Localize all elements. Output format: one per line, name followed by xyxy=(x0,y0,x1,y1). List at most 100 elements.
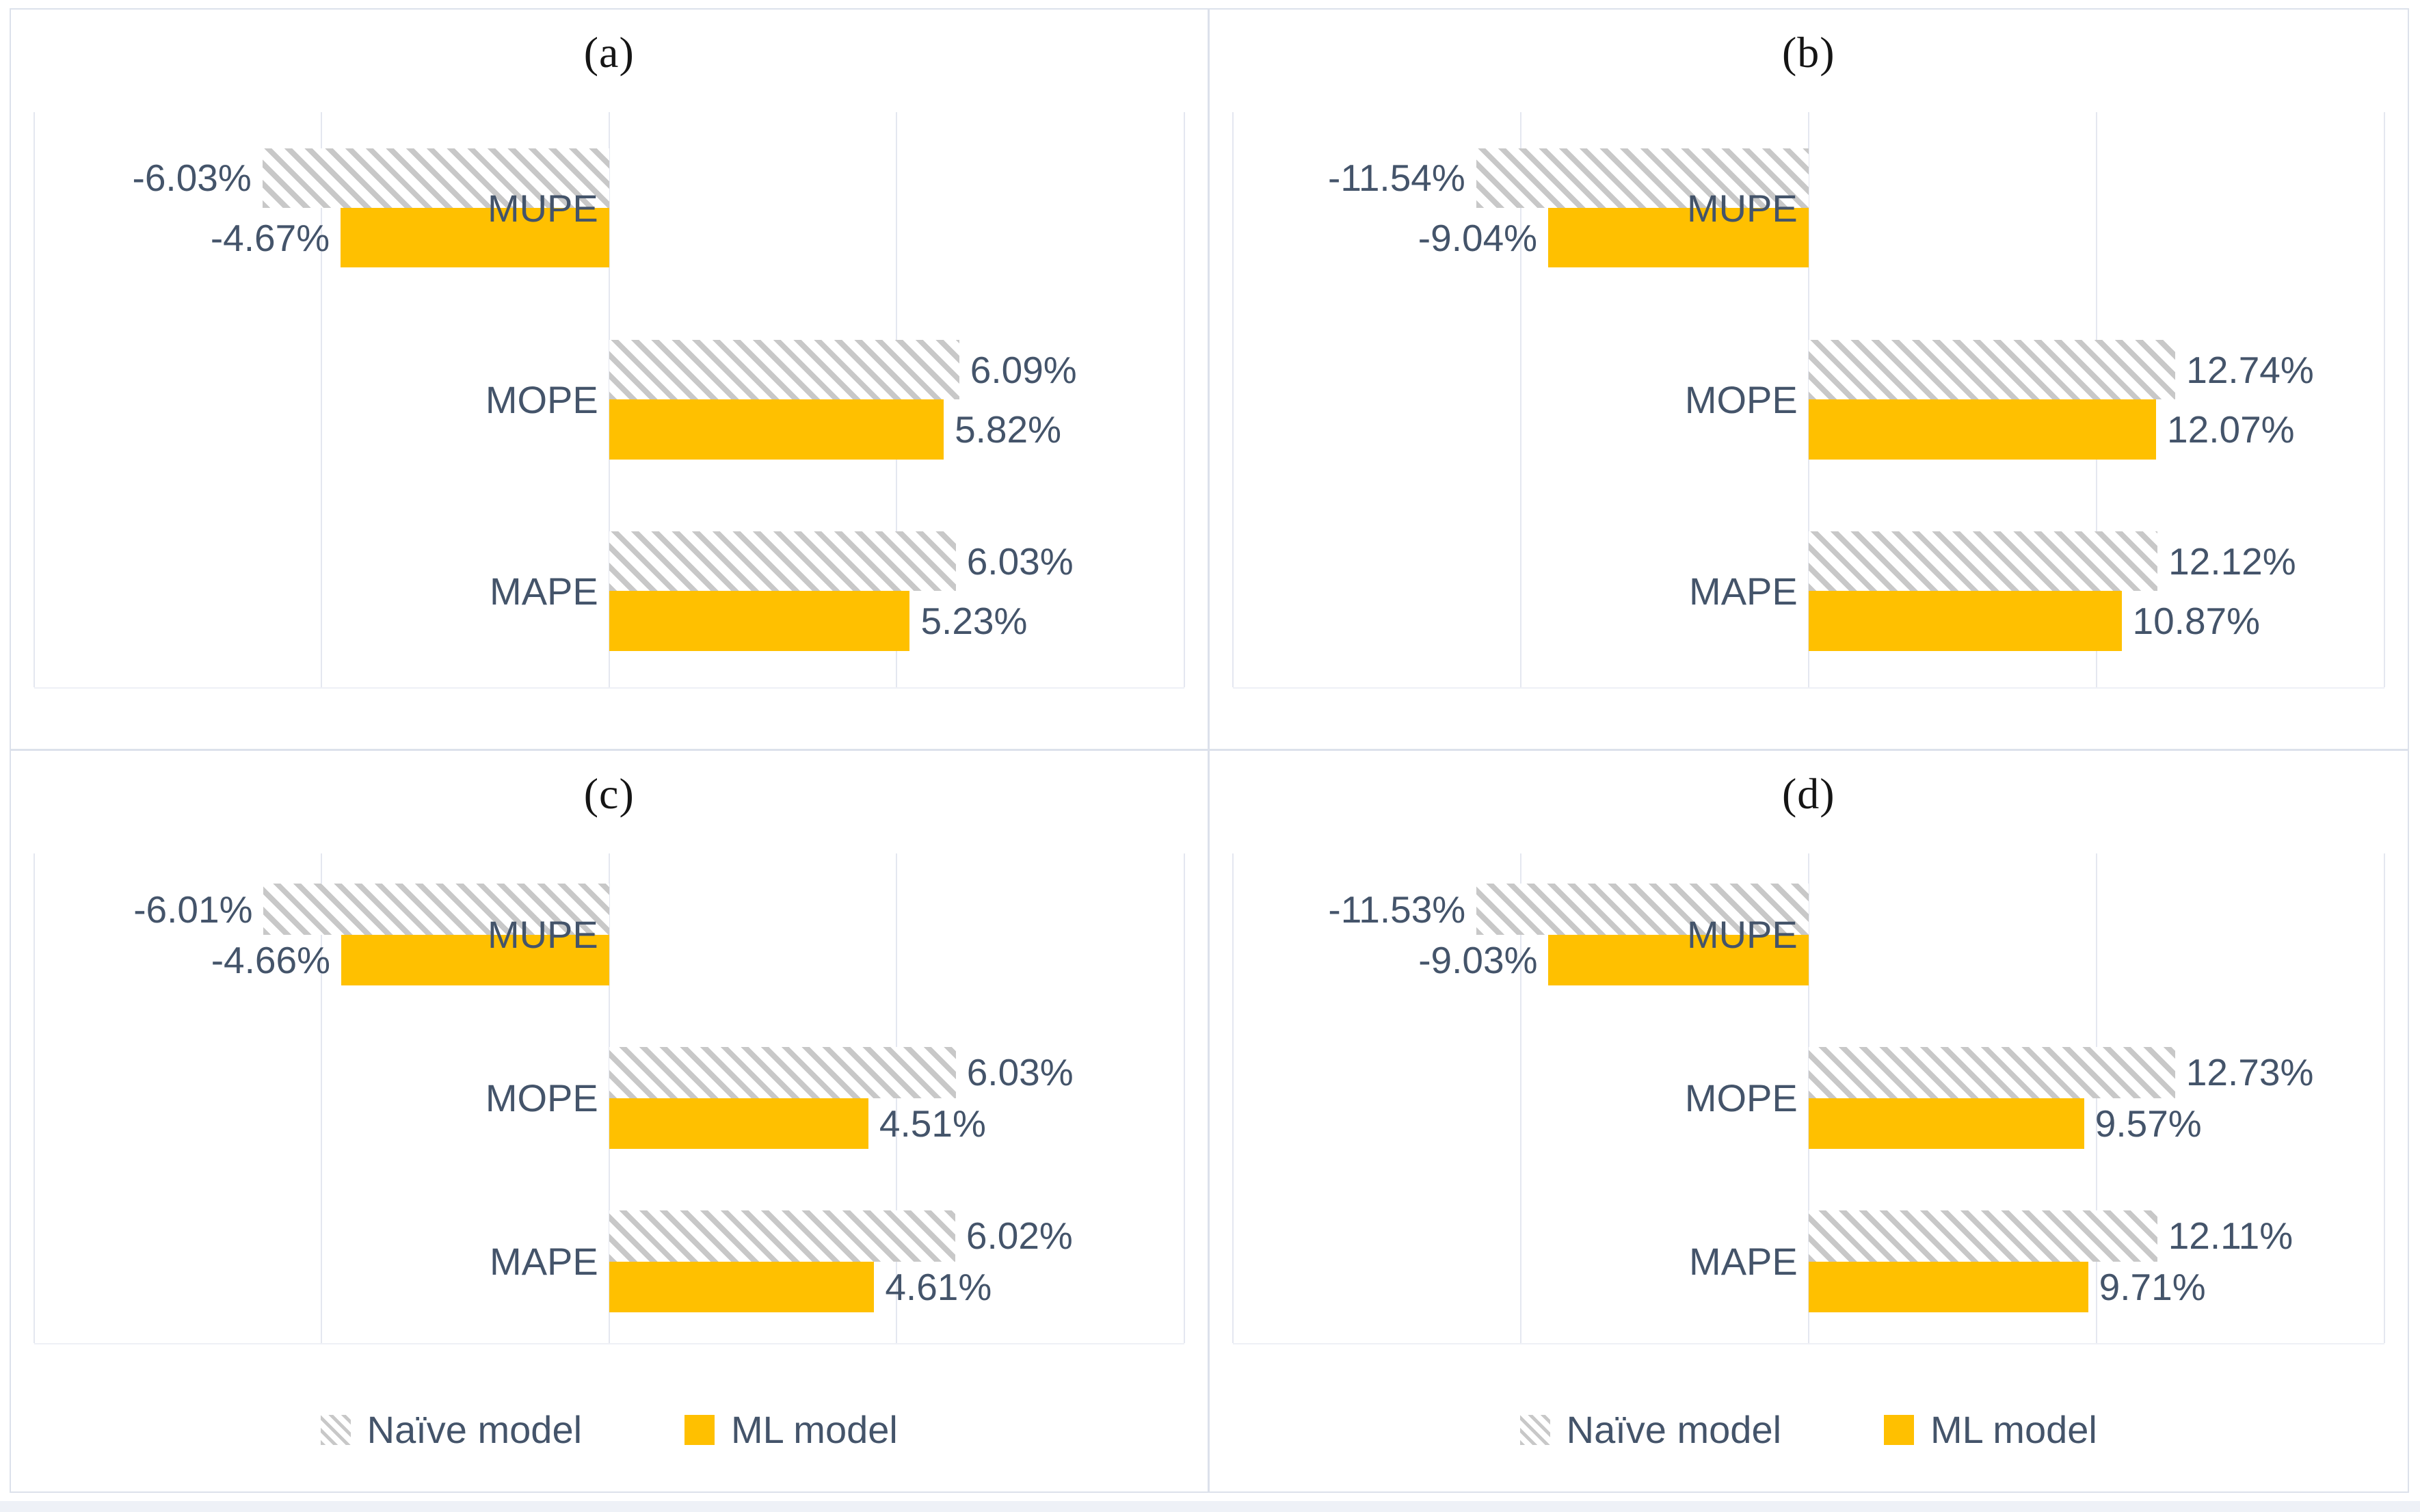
chart-title-d: (d) xyxy=(1781,769,1835,818)
chart-title-a: (a) xyxy=(583,28,635,77)
legend-label-ml: ML model xyxy=(1930,1408,2097,1451)
data-label-ml-mope: 4.51% xyxy=(879,1102,986,1145)
bar-ml-mupe xyxy=(1548,208,1809,268)
ml-model-swatch-icon xyxy=(684,1414,715,1445)
bar-ml-mape xyxy=(609,1261,875,1313)
data-label-ml-mope: 5.82% xyxy=(955,408,1062,451)
bar-naive-mope xyxy=(609,1047,956,1098)
category-label-mope: MOPE xyxy=(1684,377,1798,421)
data-label-naive-mape: 12.12% xyxy=(2168,540,2296,583)
bar-naive-mape xyxy=(609,1210,955,1262)
category-label-mape: MAPE xyxy=(1689,1240,1798,1284)
data-label-naive-mupe: -11.53% xyxy=(1328,888,1466,931)
ml-model-swatch-icon xyxy=(1884,1414,1915,1445)
gridline xyxy=(1519,112,1521,687)
data-label-ml-mupe: -4.67% xyxy=(210,216,330,259)
category-label-mope: MOPE xyxy=(485,1076,598,1120)
data-label-naive-mupe: -6.01% xyxy=(133,888,253,931)
data-label-naive-mope: 12.73% xyxy=(2185,1051,2314,1094)
gridline xyxy=(1232,853,1234,1343)
category-label-mope: MOPE xyxy=(1684,1076,1798,1120)
legend-item-ml: ML model xyxy=(684,1407,898,1452)
panel-c: (c) MUPE -6.01% -4.66% MOPE 6.03% 4.51% MAPE 6.… xyxy=(11,750,1210,1491)
data-label-naive-mope: 12.74% xyxy=(2186,348,2314,391)
gridline xyxy=(2384,853,2385,1343)
gridline xyxy=(1183,112,1185,687)
data-label-ml-mupe: -4.66% xyxy=(211,939,330,982)
category-label-mupe: MUPE xyxy=(1686,913,1798,957)
legend: Naïve model ML model xyxy=(1210,1407,2408,1452)
legend-item-ml: ML model xyxy=(1884,1407,2097,1452)
category-label-mape: MAPE xyxy=(1689,569,1798,613)
data-label-naive-mape: 12.11% xyxy=(2168,1215,2293,1258)
bar-naive-mupe xyxy=(1476,148,1809,209)
data-label-naive-mape: 6.03% xyxy=(966,540,1074,583)
bar-naive-mape xyxy=(609,531,956,592)
data-label-naive-mope: 6.09% xyxy=(970,348,1077,391)
legend-item-naive: Naïve model xyxy=(320,1407,583,1452)
plot-area-a: MUPE -6.03% -4.67% MOPE 6.09% 5.82% MAPE 6.03% 5… xyxy=(34,112,1185,689)
bar-ml-mope xyxy=(609,1098,868,1150)
data-label-ml-mape: 9.71% xyxy=(2099,1265,2206,1308)
data-label-naive-mupe: -11.54% xyxy=(1328,157,1465,200)
data-label-ml-mupe: -9.04% xyxy=(1418,216,1538,259)
bar-naive-mape xyxy=(1808,531,2158,592)
bar-ml-mupe xyxy=(341,208,609,268)
gridline xyxy=(896,853,898,1343)
category-label-mupe: MUPE xyxy=(487,913,598,957)
category-label-mope: MOPE xyxy=(485,377,598,421)
bar-naive-mope xyxy=(1808,1047,2175,1098)
bar-naive-mape xyxy=(1808,1210,2157,1262)
bottom-strip xyxy=(0,1501,2420,1512)
gridline xyxy=(34,853,35,1343)
plot-area-d: MUPE -11.53% -9.03% MOPE 12.73% 9.57% MAPE 12.1… xyxy=(1232,853,2385,1344)
category-label-mape: MAPE xyxy=(490,569,598,613)
data-label-naive-mope: 6.03% xyxy=(966,1051,1074,1094)
gridline xyxy=(34,112,35,687)
naive-model-swatch-icon xyxy=(1519,1414,1550,1445)
chart-title-b: (b) xyxy=(1781,28,1835,77)
plot-area-c: MUPE -6.01% -4.66% MOPE 6.03% 4.51% MAPE 6.02% 4… xyxy=(34,853,1185,1344)
gridline xyxy=(2095,853,2097,1343)
plot-area-b: MUPE -11.54% -9.04% MOPE 12.74% 12.07% MAPE 12.… xyxy=(1232,112,2385,689)
gridline xyxy=(2384,112,2385,687)
gridline xyxy=(1519,853,1521,1343)
data-label-ml-mape: 5.23% xyxy=(920,600,1028,643)
bar-ml-mape xyxy=(609,591,910,651)
category-label-mape: MAPE xyxy=(490,1240,598,1284)
panel-d: (d) MUPE -11.53% -9.03% MOPE 12.73% 9.57% MAPE… xyxy=(1209,750,2408,1491)
data-label-ml-mape: 10.87% xyxy=(2132,600,2261,643)
legend-label-ml: ML model xyxy=(731,1408,898,1451)
panel-b: (b) MUPE -11.54% -9.04% MOPE 12.74% 12.07% MAP… xyxy=(1209,10,2408,751)
data-label-naive-mape: 6.02% xyxy=(966,1215,1073,1258)
bar-naive-mope xyxy=(609,339,959,400)
gridline xyxy=(1183,853,1185,1343)
bar-ml-mupe xyxy=(1548,934,1809,986)
panel-a: (a) MUPE -6.03% -4.67% MOPE 6.09% 5.82% MAPE 6.… xyxy=(11,10,1210,751)
bar-ml-mape xyxy=(1808,591,2122,651)
data-label-naive-mupe: -6.03% xyxy=(132,157,252,200)
bar-naive-mupe xyxy=(1476,884,1809,935)
bar-ml-mope xyxy=(1808,1098,2084,1150)
category-label-mupe: MUPE xyxy=(487,186,598,230)
bar-ml-mope xyxy=(609,399,944,460)
gridline xyxy=(321,112,323,687)
data-label-ml-mope: 9.57% xyxy=(2095,1102,2202,1145)
data-label-ml-mope: 12.07% xyxy=(2167,408,2295,451)
naive-model-swatch-icon xyxy=(320,1414,351,1445)
bar-naive-mupe xyxy=(262,148,609,209)
bar-ml-mope xyxy=(1808,399,2157,460)
legend-label-naive: Naïve model xyxy=(1566,1408,1782,1451)
legend-label-naive: Naïve model xyxy=(367,1408,583,1451)
legend: Naïve model ML model xyxy=(11,1407,1208,1452)
data-label-ml-mape: 4.61% xyxy=(885,1265,992,1308)
legend-item-naive: Naïve model xyxy=(1519,1407,1782,1452)
category-label-mupe: MUPE xyxy=(1686,186,1798,230)
bar-ml-mupe xyxy=(341,934,609,986)
bar-naive-mupe xyxy=(263,884,609,935)
gridline xyxy=(321,853,323,1343)
bar-ml-mape xyxy=(1808,1261,2088,1313)
chart-title-c: (c) xyxy=(583,769,635,818)
bar-naive-mope xyxy=(1808,339,2176,400)
